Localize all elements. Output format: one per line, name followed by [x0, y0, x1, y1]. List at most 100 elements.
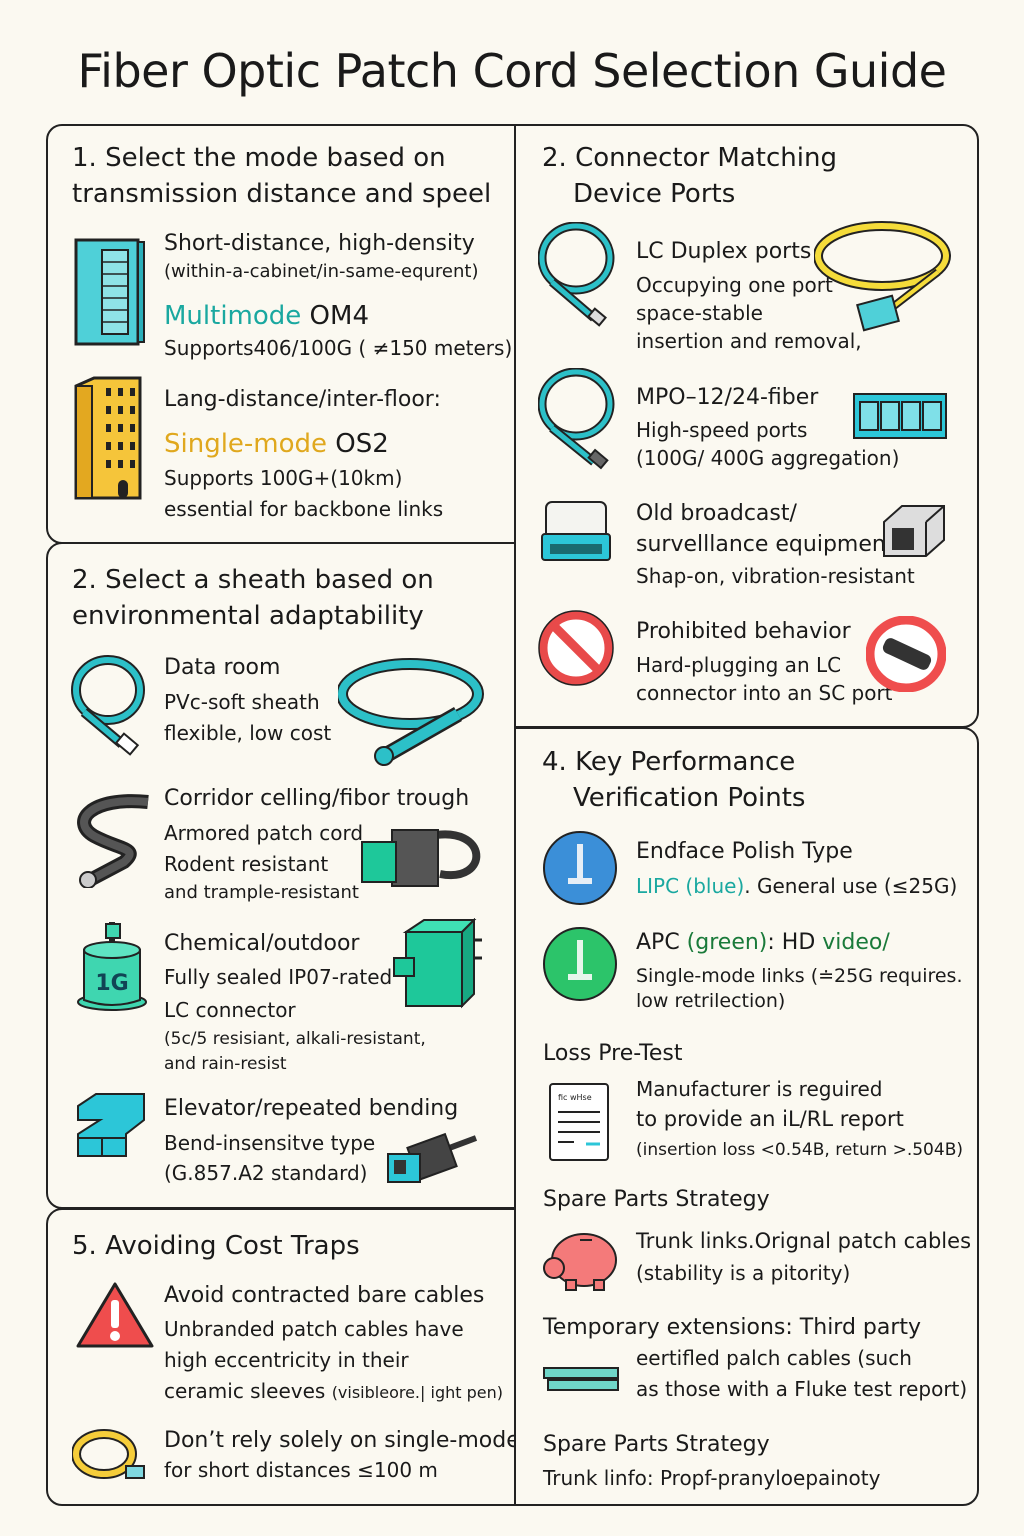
item-body: (100G/ 400G aggregation) [636, 446, 900, 470]
item-body: Armored patch cord [164, 821, 364, 845]
spare-label: Trunk [636, 1229, 694, 1253]
item-body: as those with a Fluke test report) [636, 1377, 968, 1401]
item-title: Don’t rely solely on single-mode [164, 1428, 520, 1453]
item-body: flexible, low cost [164, 721, 332, 745]
item-title: LC Duplex ports [636, 239, 812, 264]
bend-insensitive-connector-icon [387, 1132, 478, 1183]
patch-cable-coil-icon [71, 655, 145, 756]
mode-grade: OM4 [301, 301, 370, 331]
mode-grade: OS2 [327, 429, 389, 459]
heading-line: 1. Select the mode based on [72, 143, 446, 173]
outdoor-connector-icon [393, 918, 482, 1009]
heading-text: and [356, 179, 422, 209]
item-title: APC (green): HD video/ [636, 927, 890, 958]
heading-line: 4. Key Performance [542, 747, 796, 777]
panel-cost-traps [46, 1208, 516, 1506]
prohibited-plug-icon [866, 616, 946, 692]
item-title: Prohibited behavior [636, 619, 851, 644]
yellow-lc-cable-icon [814, 221, 951, 332]
item-title: Lang-distance/inter-floor: [164, 387, 441, 412]
item-body: high eccentricity in their [164, 1348, 409, 1372]
item-body: and rain-resist [164, 1054, 287, 1074]
apc-text: : HD [767, 930, 823, 955]
sealed-canister-icon: 1G [77, 922, 147, 1011]
apc-color: (green) [686, 930, 768, 955]
item-body: Rodent resistant [164, 852, 329, 876]
item-body: space-stable [636, 301, 763, 325]
cable-bundle-icon [543, 1367, 619, 1391]
item-body: ceramic sleeves (visibleore.| ight pen) [164, 1377, 503, 1407]
lc-cable-icon [538, 222, 615, 327]
prohibited-icon [538, 610, 614, 686]
polish-color: (blue) [679, 874, 745, 898]
upc-polish-icon [543, 831, 617, 905]
heading-text: speel [421, 179, 492, 209]
item-title: MPO–12/24-fiber [636, 385, 819, 410]
item-body: for short distances ≤100 m [164, 1458, 438, 1482]
polish-name: LIPC [636, 874, 680, 898]
apc-polish-icon [543, 927, 617, 1001]
heading-line: environmental adaptability [72, 601, 424, 631]
mode-label: Single-mode OS2 [164, 427, 389, 461]
heading-line: Device Ports [573, 179, 736, 209]
item-title: Old broadcast/ [636, 501, 797, 526]
item-body: Unbranded patch cables have [164, 1317, 464, 1341]
document-label: fic wHse [558, 1093, 592, 1102]
item-body: insertion and removal, [636, 329, 862, 353]
item-title: survelllance equipment [636, 532, 895, 557]
spare-text: links.Orignal patch cables [693, 1229, 972, 1253]
spare-parts-heading: Spare Parts Strategy [543, 1187, 770, 1212]
temporary-extensions-line: Temporary extensions: Third party [543, 1312, 921, 1343]
item-title: Endface Polish Type [636, 839, 853, 864]
item-body: Supports406/100G ( ≠150 meters) [164, 336, 513, 360]
item-body: Shap-on, vibration-resistant [636, 564, 915, 588]
test-report-document-icon: fic wHse [549, 1083, 609, 1161]
item-body: to provide an iL/RL report [636, 1107, 904, 1131]
warning-icon [76, 1282, 154, 1348]
item-body: (stability is a pitority) [636, 1261, 851, 1285]
item-body: Trunk links.Orignal patch cables [636, 1227, 971, 1256]
item-body: Bend-insensitve type [164, 1131, 376, 1155]
armored-cable-icon [77, 794, 149, 888]
item-title: Elevator/repeated bending [164, 1096, 459, 1121]
spare-parts-heading-2: Spare Parts Strategy [543, 1432, 770, 1457]
item-body: Single-mode links (≐25G requires. [636, 965, 963, 987]
mode-name: Single-mode [164, 429, 328, 459]
apc-text: video/ [822, 930, 890, 955]
item-body: and trample-resistant [164, 882, 359, 903]
broadcast-device-icon [541, 501, 611, 561]
heading-line: 2. Select a sheath based on [72, 565, 434, 595]
item-body: connector into an SC port [636, 681, 893, 705]
item-note: (visibleore.| ight pen) [331, 1383, 503, 1402]
temp-label: Temporary extensions: [543, 1315, 793, 1340]
heading-line: transmission distance and speel [72, 176, 491, 212]
item-body: Manufacturer is reguired [636, 1077, 883, 1101]
mode-label: Multimode OM4 [164, 299, 369, 333]
item-body: High-speed ports [636, 418, 808, 442]
item-body: Supports 100G+(10km) [164, 466, 403, 490]
item-body: low retrilection) [636, 990, 786, 1012]
mode-name: Multimode [164, 301, 302, 331]
server-rack-icon [74, 238, 145, 346]
item-body: eertifled palch cables (such [636, 1346, 912, 1370]
section-1-heading: 1. Select the mode based on transmission… [72, 140, 491, 212]
item-body-text: ceramic sleeves [164, 1379, 332, 1403]
yellow-cable-coil-icon [72, 1429, 145, 1479]
item-title: Chemical/outdoor [164, 931, 360, 956]
item-body: essential for backbone links [164, 497, 444, 521]
section-3-heading: 2. Connector Matching Device Ports [542, 140, 837, 212]
canister-label: 1G [95, 971, 128, 996]
section-4-heading: 4. Key Performance Verification Points [542, 744, 805, 816]
temp-text: Third party [792, 1315, 922, 1340]
item-body: (insertion loss <0.54B, return >.504B) [636, 1140, 963, 1160]
page-title: Fiber Optic Patch Cord Selection Guide [77, 44, 947, 98]
armored-connector-icon [361, 829, 481, 887]
polish-use: . General use (≤25G) [744, 874, 958, 898]
item-body: Fully sealed IP07-rated [164, 965, 393, 989]
heading-line: 2. Connector Matching [542, 143, 837, 173]
item-body: Occupying one port [636, 273, 833, 297]
item-body: PVc-soft sheath [164, 690, 320, 714]
item-subtitle: (within-a-cabinet/in-same-equrent) [164, 261, 479, 282]
section-2-heading: 2. Select a sheath based on environmental… [72, 562, 434, 634]
loss-pretest-heading: Loss Pre-Test [543, 1041, 683, 1066]
